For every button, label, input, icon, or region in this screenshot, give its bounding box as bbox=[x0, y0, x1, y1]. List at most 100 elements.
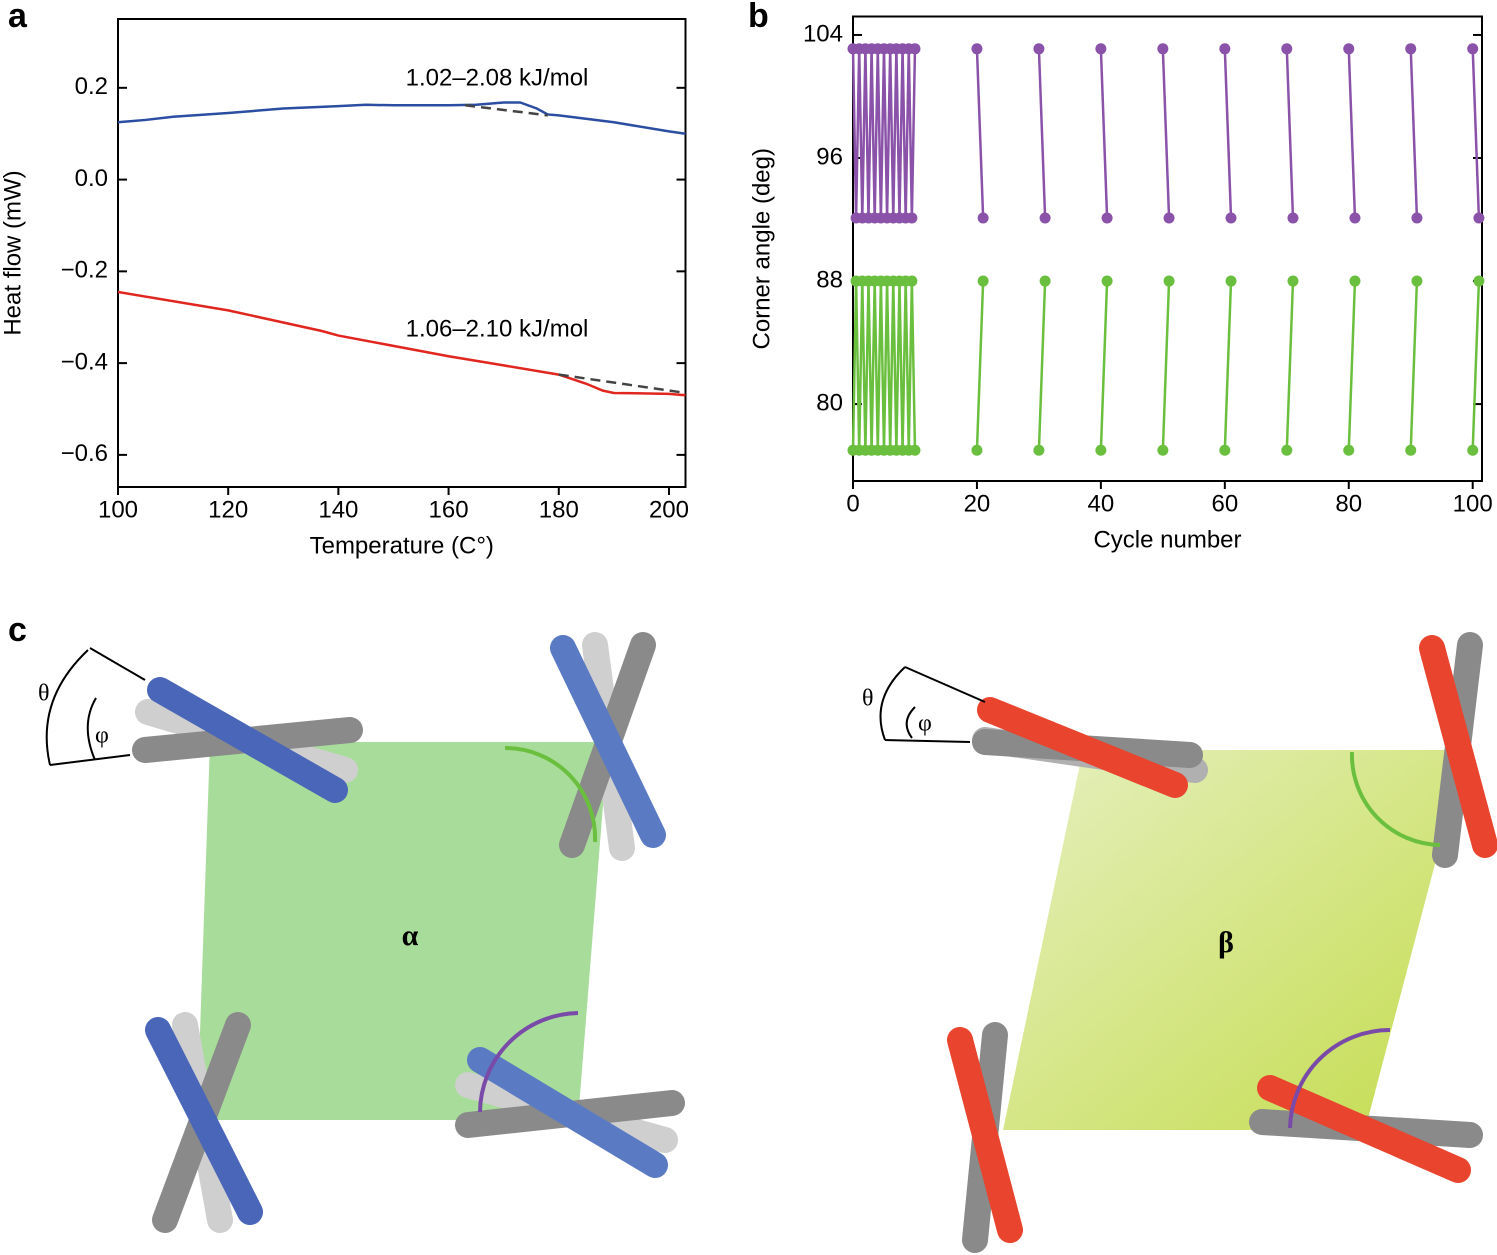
point bbox=[1095, 43, 1107, 55]
beta-diagram: θ φ β bbox=[862, 632, 1497, 1253]
phi: φ bbox=[95, 723, 109, 749]
x-tick-label: 0 bbox=[846, 490, 859, 517]
beta-cell bbox=[1003, 750, 1465, 1130]
point bbox=[1039, 212, 1051, 224]
y-tick-label: 80 bbox=[816, 389, 843, 416]
x-tick-label: 100 bbox=[98, 496, 138, 523]
rod bbox=[147, 677, 348, 803]
point bbox=[1411, 212, 1423, 224]
point bbox=[909, 444, 921, 456]
x-tick-label: 120 bbox=[208, 496, 248, 523]
point bbox=[1343, 444, 1355, 456]
x-tick-label: 100 bbox=[1453, 490, 1493, 517]
y-tick-label: 0.2 bbox=[75, 73, 108, 100]
series-line bbox=[117, 101, 686, 135]
angle-marker bbox=[45, 647, 146, 766]
point bbox=[1225, 275, 1237, 287]
x-tick-label: 60 bbox=[1211, 490, 1238, 517]
point bbox=[1157, 43, 1169, 55]
x-axis-label: Cycle number bbox=[1093, 526, 1241, 553]
annotation: 1.06–2.10 kJ/mol bbox=[406, 315, 589, 342]
rod bbox=[1257, 1075, 1471, 1183]
rod bbox=[1419, 635, 1497, 858]
point bbox=[1095, 444, 1107, 456]
panel-label: c bbox=[8, 611, 27, 649]
point bbox=[1473, 212, 1485, 224]
point bbox=[1101, 212, 1113, 224]
x-tick-label: 20 bbox=[964, 490, 991, 517]
y-tick-label: −0.2 bbox=[61, 257, 108, 284]
point bbox=[1163, 275, 1175, 287]
point bbox=[971, 43, 983, 55]
y-tick-label: 0.0 bbox=[75, 165, 108, 192]
point bbox=[977, 212, 989, 224]
plot-frame bbox=[852, 15, 1483, 482]
point bbox=[977, 275, 989, 287]
rod bbox=[467, 1047, 668, 1178]
point bbox=[1101, 275, 1113, 287]
point bbox=[1343, 43, 1355, 55]
point bbox=[906, 212, 918, 224]
y-tick-label: −0.6 bbox=[61, 440, 108, 467]
point bbox=[1405, 43, 1417, 55]
point bbox=[1225, 212, 1237, 224]
x-tick-label: 160 bbox=[429, 496, 469, 523]
angle-marker bbox=[879, 666, 986, 743]
point bbox=[1033, 43, 1045, 55]
angle-arc bbox=[1288, 1028, 1391, 1129]
rod bbox=[145, 1017, 263, 1225]
point bbox=[1287, 275, 1299, 287]
y-tick-label: −0.4 bbox=[61, 348, 108, 375]
point bbox=[1033, 444, 1045, 456]
point bbox=[1219, 43, 1231, 55]
beta-label: β bbox=[1218, 926, 1234, 959]
x-tick-label: 180 bbox=[539, 496, 579, 523]
plot-frame bbox=[117, 18, 687, 488]
point bbox=[1411, 275, 1423, 287]
x-tick-label: 200 bbox=[649, 496, 689, 523]
x-tick-label: 140 bbox=[318, 496, 358, 523]
series-line bbox=[464, 104, 548, 117]
annotation: 1.02–2.08 kJ/mol bbox=[406, 64, 589, 91]
point bbox=[1405, 444, 1417, 456]
point bbox=[1157, 444, 1169, 456]
y-tick-label: 96 bbox=[816, 143, 843, 170]
y-tick-label: 104 bbox=[803, 20, 843, 47]
point bbox=[1219, 444, 1231, 456]
series-line bbox=[117, 290, 686, 397]
point bbox=[1163, 212, 1175, 224]
angle-arc bbox=[478, 1011, 579, 1113]
x-axis-label: Temperature (C°) bbox=[310, 532, 494, 559]
rod bbox=[977, 697, 1188, 798]
series-line bbox=[558, 373, 686, 395]
x-tick-label: 40 bbox=[1088, 490, 1115, 517]
series-line bbox=[851, 281, 1481, 451]
theta: θ bbox=[862, 686, 874, 712]
alpha-diagram: θ φ α bbox=[38, 632, 685, 1233]
point bbox=[1349, 275, 1361, 287]
point bbox=[1287, 212, 1299, 224]
point bbox=[906, 275, 918, 287]
y-axis-label: Corner angle (deg) bbox=[748, 148, 775, 349]
x-tick-label: 80 bbox=[1335, 490, 1362, 517]
point bbox=[1473, 275, 1485, 287]
point bbox=[1281, 43, 1293, 55]
point bbox=[1281, 444, 1293, 456]
point bbox=[909, 43, 921, 55]
panel-label: b bbox=[748, 0, 769, 35]
angle-arc bbox=[1349, 751, 1441, 847]
series-line bbox=[851, 48, 1481, 219]
y-axis-label: Heat flow (mW) bbox=[0, 170, 26, 335]
alpha-label: α bbox=[402, 919, 419, 952]
point bbox=[1467, 444, 1479, 456]
phi: φ bbox=[918, 711, 932, 737]
point bbox=[1349, 212, 1361, 224]
rod bbox=[947, 1027, 1023, 1243]
point bbox=[971, 444, 983, 456]
rod bbox=[550, 635, 666, 848]
alpha-cell bbox=[197, 742, 608, 1120]
point bbox=[1467, 43, 1479, 55]
point bbox=[1039, 275, 1051, 287]
theta: θ bbox=[38, 681, 50, 707]
